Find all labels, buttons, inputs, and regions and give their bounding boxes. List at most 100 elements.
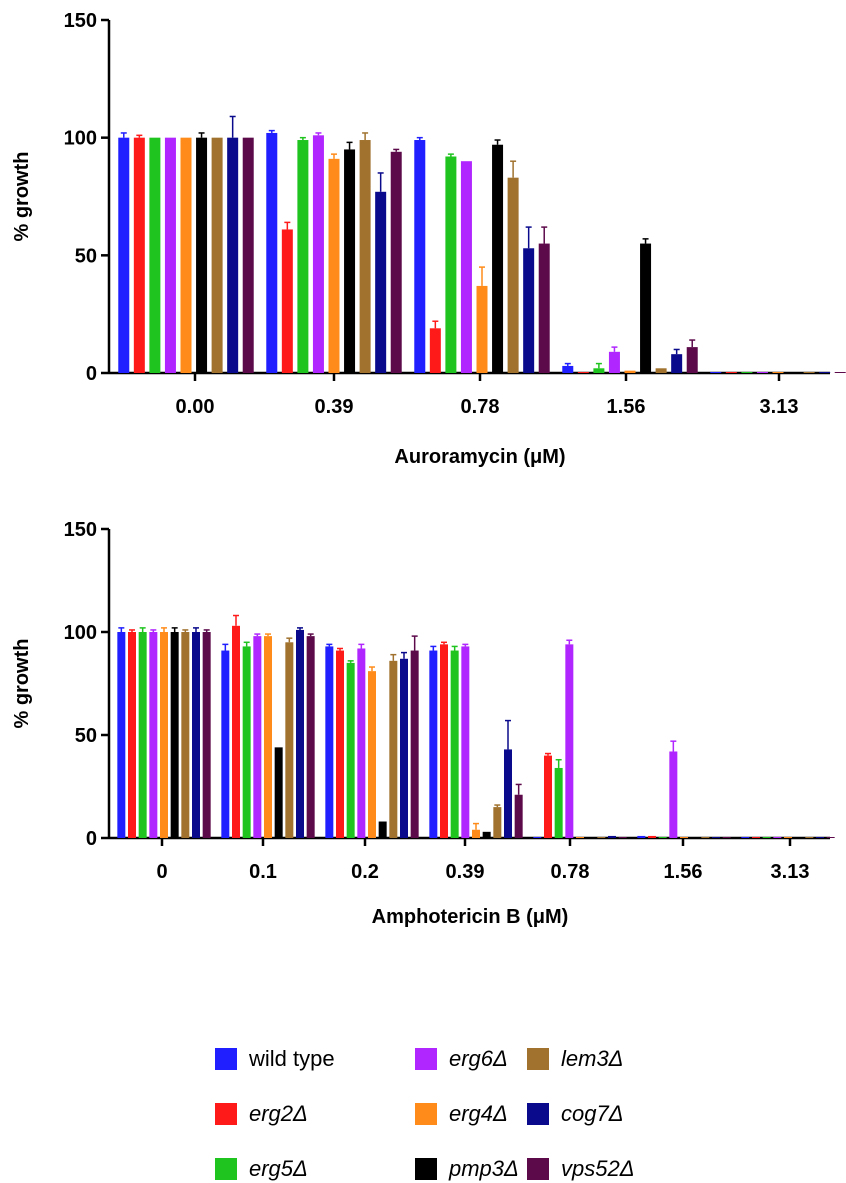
bar-erg4 [180,137,192,373]
legend-item-vps52: vps52Δ [527,1155,634,1183]
y-tick-label: 150 [64,519,97,541]
bar-lem3 [701,837,710,838]
bar-erg6 [461,646,470,838]
bar-erg4 [784,837,792,838]
bar-cog7 [671,354,683,373]
bar-erg5 [762,837,771,838]
bar-vps52 [390,151,402,373]
bar-cog7 [608,835,616,838]
bar-erg2 [440,644,448,838]
legend-label: erg5Δ [249,1156,308,1181]
bar-erg6 [773,837,782,838]
x-tick-label: 0 [156,861,167,883]
bar-wild_type [118,137,130,373]
bar-erg5 [346,662,355,838]
bar-lem3 [285,642,294,838]
legend-item-erg2: erg2Δ [215,1100,308,1128]
bar-lem3 [805,837,814,838]
bar-erg2 [232,625,240,838]
x-axis-title: Auroramycin (μM) [394,446,565,468]
bar-erg4 [476,285,488,373]
bar-pmp3 [788,372,800,373]
bar-lem3 [597,837,606,838]
bar-erg6 [149,632,158,838]
bar-erg6 [608,351,620,373]
legend-item-erg5: erg5Δ [215,1155,308,1183]
legend-swatch [415,1103,437,1125]
x-tick-label: 0.1 [249,861,277,883]
bar-erg5 [445,156,457,373]
legend-item-erg6: erg6Δ [415,1045,508,1073]
bar-erg5 [450,650,459,838]
bar-pmp3 [640,243,652,373]
legend-label: pmp3Δ [449,1156,519,1181]
legend-swatch [215,1158,237,1180]
bar-erg4 [472,829,480,838]
bar-erg4 [576,837,584,838]
bar-pmp3 [274,747,283,838]
bar-wild_type [429,650,438,838]
bar-pmp3 [344,149,356,373]
bar-wild_type [325,646,334,838]
bar-erg2 [281,229,293,373]
legend-label: lem3Δ [561,1046,624,1071]
bar-cog7 [192,632,200,838]
bar-cog7 [400,658,408,838]
y-tick-label: 50 [75,725,97,747]
legend-item-pmp3: pmp3Δ [415,1155,519,1183]
bar-vps52 [242,137,254,373]
x-tick-label: 0.39 [446,861,485,883]
bar-lem3 [181,632,190,838]
legend-item-erg4: erg4Δ [415,1100,508,1128]
bar-erg5 [741,372,753,373]
bar-erg5 [658,837,667,838]
x-tick-label: 0.00 [176,396,215,418]
x-tick-label: 0.2 [351,861,379,883]
legend-item-lem3: lem3Δ [527,1045,623,1073]
y-tick-label: 100 [64,622,97,644]
bar-wild_type [117,632,126,838]
bar-erg5 [297,140,309,373]
bar-lem3 [359,140,371,373]
legend-swatch [527,1048,549,1070]
bar-vps52 [410,650,419,838]
bar-cog7 [819,372,831,373]
bar-lem3 [803,372,815,373]
legend-label: erg4Δ [449,1101,508,1126]
legend-swatch [415,1048,437,1070]
y-tick-label: 50 [75,245,97,267]
x-tick-label: 3.13 [760,396,799,418]
legend-swatch [527,1158,549,1180]
bar-erg6 [357,648,366,838]
legend-label: wild type [249,1046,335,1071]
y-axis-title: % growth [11,152,33,242]
legend-label: erg6Δ [449,1046,508,1071]
bar-lem3 [507,177,519,373]
bar-erg2 [133,137,145,373]
x-tick-label: 0.78 [551,861,590,883]
y-tick-label: 100 [64,128,97,150]
x-tick-label: 1.56 [607,396,646,418]
x-tick-label: 1.56 [664,861,703,883]
bar-pmp3 [378,821,387,838]
bar-cog7 [375,191,387,373]
bar-erg6 [164,137,176,373]
bar-wild_type [562,365,574,373]
bar-vps52 [686,347,698,373]
x-tick-label: 3.13 [771,861,810,883]
bar-lem3 [655,368,667,373]
bar-wild_type [266,132,278,373]
bar-cog7 [296,629,304,838]
legend-swatch [215,1048,237,1070]
x-tick-label: 0.78 [461,396,500,418]
bar-erg4 [680,837,688,838]
bar-erg6 [669,751,678,838]
x-axis-title: Amphotericin B (μM) [372,906,569,928]
x-tick-label: 0.39 [315,396,354,418]
bar-erg4 [368,671,376,838]
bar-erg2 [577,372,589,373]
bar-pmp3 [482,831,491,838]
bar-lem3 [493,807,502,838]
bar-erg4 [264,636,272,838]
bar-vps52 [826,837,835,838]
